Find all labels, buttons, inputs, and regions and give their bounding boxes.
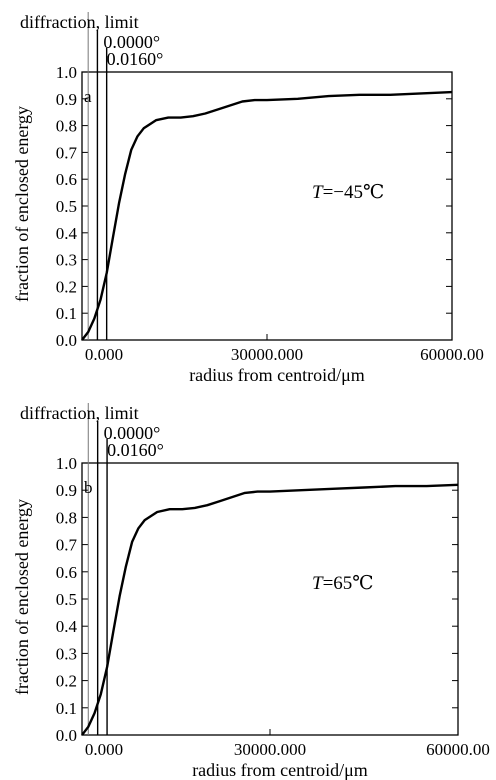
y-tick-label: 0.5 [56,590,77,609]
y-tick-label: 0.8 [56,117,77,136]
y-tick-label: 0.1 [56,304,77,323]
legend-label: 0.0000° [104,423,161,443]
y-tick-label: 0.3 [56,644,77,663]
y-tick-label: 0.4 [56,224,78,243]
panel-label: b [84,478,93,497]
x-tick-label: 60000.00 [426,740,490,759]
chart-panel-a: 0.0 0.1 0.2 0.3 0.4 0.5 0.6 0.7 0.8 0.9 1.0 0.000 30… [12,12,484,385]
y-tick-label: 0.2 [56,672,77,691]
x-tick-label: 30000.000 [231,345,303,364]
y-tick-label: 0.1 [56,699,77,718]
series-line [81,90,453,341]
y-tick-label: 1.0 [56,63,77,82]
x-tick-label: 0.000 [85,345,123,364]
plot-frame [81,71,453,341]
x-axis-label: radius from centroid/μm [189,365,365,385]
y-tick-label: 0.6 [56,170,77,189]
series-line [81,483,459,736]
y-tick-label: 0.5 [56,197,77,216]
y-tick-label: 0.7 [56,143,78,162]
y-tick-label: 0.0 [56,331,77,350]
y-tick-label: 0.7 [56,536,78,555]
y-tick-label: 1.0 [56,454,77,473]
y-tick-label: 0.2 [56,277,77,296]
legend-label: 0.0160° [107,49,164,69]
y-tick-label: 0.4 [56,617,78,636]
y-tick-label: 0.9 [56,90,77,109]
panel-label: a [84,87,92,106]
temperature-annotation: T=65℃ [312,573,374,594]
y-tick-label: 0.8 [56,508,77,527]
y-tick-label: 0.9 [56,481,77,500]
y-axis-label: fraction of enclosed energy [12,106,32,302]
legend-label: diffraction, limit [20,403,139,423]
chart-panel-b: 0.0 0.1 0.2 0.3 0.4 0.5 0.6 0.7 0.8 0.9 1.0 0.000 30… [12,403,490,780]
legend-label: diffraction, limit [20,12,139,32]
x-tick-label: 60000.00 [420,345,484,364]
plot-frame [81,462,459,736]
x-tick-label: 30000.000 [234,740,306,759]
x-axis-label: radius from centroid/μm [192,760,368,780]
y-tick-label: 0.3 [56,251,77,270]
y-tick-label: 0.0 [56,726,77,745]
legend-label: 0.0160° [107,440,164,460]
x-tick-label: 0.000 [85,740,123,759]
temperature-annotation: T=−45℃ [312,182,384,203]
legend-label: 0.0000° [103,32,160,52]
y-axis-label: fraction of enclosed energy [12,499,32,695]
y-tick-label: 0.6 [56,563,77,582]
